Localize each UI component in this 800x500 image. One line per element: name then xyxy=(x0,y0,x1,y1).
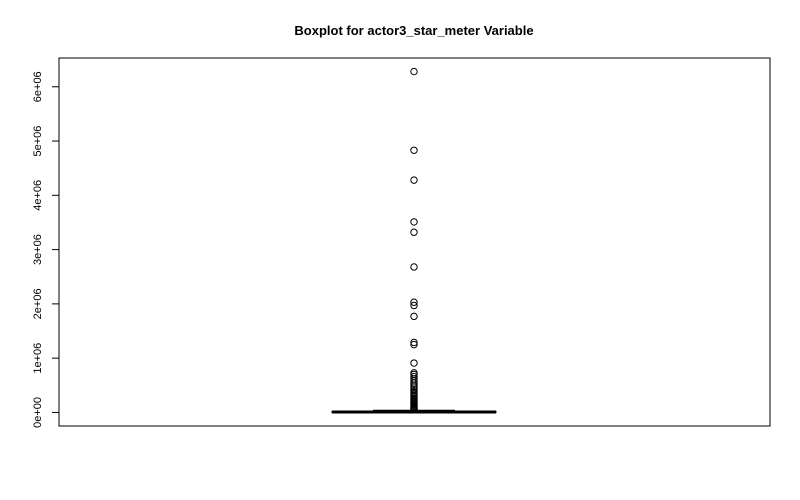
outlier-point xyxy=(410,263,418,271)
outlier-point xyxy=(410,228,418,236)
outlier-point xyxy=(410,338,418,347)
outlier-point xyxy=(410,146,418,154)
outlier-point xyxy=(410,359,418,367)
y-tick-label: 5e+06 xyxy=(32,126,44,157)
y-tick-label: 0e+00 xyxy=(32,397,44,428)
outlier-point xyxy=(410,383,418,391)
outlier-point xyxy=(410,218,418,226)
y-tick-label: 1e+06 xyxy=(32,343,44,374)
outlier-point xyxy=(410,406,418,414)
y-axis-ticks: 0e+00 1e+06 2e+06 3e+06 4e+06 5e+06 6e+06 xyxy=(32,71,59,428)
y-tick-label: 4e+06 xyxy=(32,180,44,211)
outlier-point xyxy=(410,67,418,76)
y-tick-label: 2e+06 xyxy=(32,288,44,319)
chart-title: Boxplot for actor3_star_meter Variable xyxy=(294,23,533,38)
outlier-point xyxy=(410,298,418,306)
y-tick-label: 6e+06 xyxy=(32,71,44,102)
outlier-point xyxy=(410,176,418,184)
outlier-points xyxy=(410,67,418,414)
outlier-point xyxy=(410,340,418,349)
outlier-point xyxy=(410,312,418,321)
y-tick-label: 3e+06 xyxy=(32,234,44,265)
outlier-point xyxy=(410,301,418,310)
